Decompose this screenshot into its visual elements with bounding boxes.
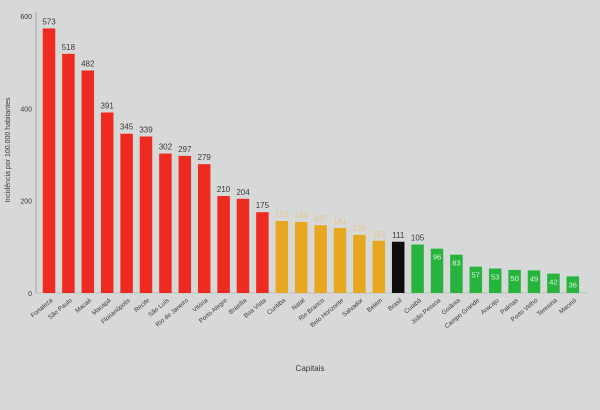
bar: [333, 227, 347, 293]
bar: [294, 221, 308, 293]
bar: [217, 196, 230, 293]
bar: [411, 244, 424, 293]
x-tick-label: Brasil: [387, 297, 404, 312]
bar: [391, 241, 405, 293]
x-tick-label: Campo Grande: [444, 297, 482, 330]
data-label: 53: [491, 273, 499, 282]
x-tick-label: Boa Vista: [243, 297, 268, 320]
bar: [120, 133, 133, 293]
data-label: 147: [314, 214, 328, 223]
y-tick-label: 0: [28, 291, 32, 298]
data-label: 210: [217, 185, 231, 194]
x-tick-label: Belém: [366, 297, 384, 314]
bar: [527, 270, 541, 293]
data-label: 113: [372, 230, 385, 239]
y-tick-label: 600: [20, 14, 32, 21]
x-tick-label: Salvador: [341, 297, 365, 318]
data-label: 83: [452, 259, 460, 268]
data-label: 141: [333, 217, 347, 226]
bar: [159, 153, 172, 293]
bar: [139, 136, 153, 293]
data-label: 111: [392, 231, 405, 240]
data-label: 156: [275, 210, 289, 219]
x-tick-label: Aracaju: [480, 297, 501, 316]
data-label: 36: [569, 280, 577, 289]
data-label: 482: [81, 59, 95, 68]
bar: [236, 198, 250, 293]
bar: [353, 234, 366, 293]
data-label: 297: [178, 145, 192, 154]
x-tick-label: Maceió: [558, 297, 578, 316]
bar: [100, 112, 114, 293]
x-tick-label: Curitiba: [266, 297, 288, 317]
data-label: 302: [159, 143, 173, 152]
bar: [488, 268, 502, 293]
data-label: 345: [120, 123, 134, 132]
data-label: 126: [353, 224, 367, 233]
data-label: 96: [433, 253, 441, 262]
bar: [430, 248, 444, 293]
bar: [256, 212, 269, 293]
bar: [450, 254, 463, 293]
y-tick-label: 400: [20, 106, 32, 113]
bar: [508, 269, 521, 293]
data-label: 279: [198, 153, 212, 162]
y-tick-label: 200: [20, 199, 32, 206]
bar: [469, 266, 483, 293]
bar: [62, 53, 75, 294]
bar: [42, 28, 56, 294]
bar: [547, 273, 560, 293]
data-label: 49: [530, 274, 538, 283]
data-label: 518: [62, 43, 76, 52]
bar: [81, 70, 95, 293]
data-label: 339: [139, 125, 153, 134]
x-tick-label: Teresina: [536, 297, 559, 318]
bar: [275, 220, 289, 293]
bar: [314, 225, 327, 293]
data-label: 204: [236, 188, 250, 197]
bars: [42, 28, 580, 294]
bar: [178, 155, 192, 293]
data-label: 175: [256, 201, 270, 210]
x-tick-label: Natal: [291, 297, 307, 312]
data-label: 42: [549, 278, 557, 287]
data-label: 154: [295, 211, 309, 220]
x-axis-label: Capitais: [296, 364, 325, 373]
data-label: 391: [101, 101, 115, 110]
data-label: 57: [472, 271, 480, 280]
bar: [372, 240, 386, 293]
bar: [566, 276, 580, 293]
data-label: 573: [42, 17, 56, 26]
data-label: 105: [411, 234, 425, 243]
bar: [197, 164, 211, 293]
data-label: 50: [510, 274, 518, 283]
y-axis-label: Incidência por 100.000 habitantes: [5, 97, 12, 203]
